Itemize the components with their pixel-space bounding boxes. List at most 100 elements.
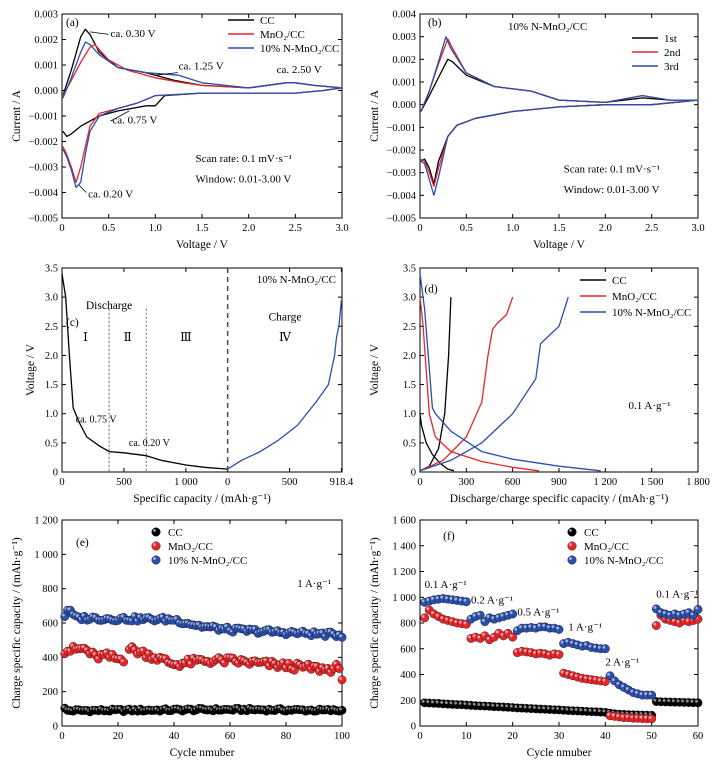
y-tick-label: 0 (53, 468, 58, 479)
data-point-highlight (644, 715, 648, 719)
data-point-highlight (70, 643, 74, 647)
data-point-highlight (514, 649, 518, 653)
data-point-highlight (560, 640, 564, 644)
data-point-highlight (579, 708, 583, 712)
data-point (600, 644, 610, 654)
y-tick-label: 400 (400, 670, 416, 681)
y-tick-label: 1 000 (392, 593, 416, 604)
x-tick-label: 20 (507, 731, 518, 742)
data-point-highlight (481, 618, 485, 622)
data-point-highlight (336, 632, 340, 635)
data-point-highlight (151, 654, 155, 658)
data-point-highlight (634, 715, 638, 719)
legend-entry: 3rd (664, 61, 679, 73)
data-point-highlight (495, 630, 499, 634)
data-point-highlight (252, 626, 256, 630)
data-point-highlight (625, 687, 629, 690)
data-point-highlight (532, 705, 536, 709)
region-label: Ⅳ (279, 330, 292, 344)
data-point-highlight (486, 703, 490, 707)
data-point-highlight (690, 699, 694, 703)
data-point-highlight (454, 597, 458, 601)
data-point-highlight (583, 708, 587, 712)
data-point-highlight (551, 625, 555, 629)
data-point (567, 541, 577, 551)
data-point-highlight (560, 707, 564, 711)
data-point-highlight (607, 712, 610, 716)
y-tick-label: 2.0 (45, 351, 58, 362)
legend-entry: CC (168, 527, 183, 539)
data-point (151, 527, 161, 537)
x-tick-label: 0 (59, 477, 64, 488)
y-tick-label: −0.003 (28, 163, 58, 174)
y-tick-label: 0.5 (45, 438, 58, 449)
data-point-highlight (109, 651, 113, 655)
data-point-highlight (607, 672, 610, 676)
data-point-highlight (430, 700, 434, 704)
data-point-highlight (463, 598, 467, 602)
legend-entry: MnO₂/CC (612, 291, 657, 303)
y-tick-label: 0.003 (392, 32, 416, 43)
data-point-highlight (190, 655, 194, 659)
data-point-highlight (280, 659, 284, 663)
data-point-highlight (667, 699, 671, 703)
data-point-highlight (695, 699, 699, 703)
data-point-highlight (103, 649, 107, 653)
x-tick-label: 0 (59, 223, 64, 234)
series-line (62, 41, 343, 189)
data-point (508, 609, 518, 619)
data-point-highlight (477, 702, 481, 706)
panel-d: 0 300 600 900 1 200 1 500 1 800 0 0.5 1.0 1.5 2.0 2.… (369, 264, 710, 506)
y-tick-label: −0.001 (386, 123, 416, 134)
data-point-highlight (593, 708, 597, 712)
x-tick-label: 3.0 (335, 223, 348, 234)
data-point (151, 541, 161, 551)
data-point-highlight (685, 609, 689, 613)
rate-label: 0.1 A·g⁻¹ (656, 588, 698, 600)
x-tick-label: 1 200 (594, 477, 618, 488)
data-point-highlight (330, 631, 334, 635)
data-point-highlight (458, 598, 462, 602)
data-point-highlight (685, 699, 689, 703)
data-point-highlight (579, 643, 583, 647)
x-tick-label: 2.0 (242, 223, 255, 234)
data-point-highlight (546, 652, 550, 656)
data-point-highlight (505, 704, 509, 708)
data-point-highlight (528, 705, 532, 709)
annotation: ca. 0.20 V (88, 189, 133, 201)
data-point-highlight (280, 629, 284, 633)
y-tick-label: 0.002 (34, 35, 58, 46)
data-point-highlight (426, 700, 430, 704)
data-point-highlight (187, 661, 191, 665)
data-point-highlight (602, 678, 606, 682)
data-point (461, 597, 471, 607)
series-line (420, 36, 699, 196)
note: Window: 0.01-3.00 V (195, 173, 291, 185)
data-point-highlight (671, 699, 675, 703)
data-point-highlight (92, 652, 96, 655)
data-point-highlight (602, 709, 606, 713)
y-axis-label: Voltage / V (25, 343, 37, 396)
data-point-highlight (468, 616, 471, 620)
data-point-highlight (588, 676, 592, 680)
data-point-highlight (593, 677, 597, 681)
x-tick-label: 1.5 (552, 223, 565, 234)
data-point-highlight (565, 671, 569, 675)
y-tick-label: −0.004 (386, 191, 416, 202)
data-point (337, 632, 347, 642)
data-point (151, 555, 161, 565)
data-point-highlight (523, 625, 527, 629)
y-tick-label: 1.0 (45, 409, 58, 420)
data-point-highlight (426, 607, 430, 611)
data-point-highlight (117, 706, 121, 710)
data-point-highlight (639, 692, 643, 696)
data-point-highlight (463, 702, 467, 706)
y-tick-label: 800 (400, 619, 416, 630)
data-point-highlight (568, 528, 572, 532)
data-point-highlight (662, 611, 666, 614)
x-tick-label: 1.0 (149, 223, 162, 234)
data-point-highlight (297, 661, 300, 665)
data-point-highlight (224, 624, 228, 628)
